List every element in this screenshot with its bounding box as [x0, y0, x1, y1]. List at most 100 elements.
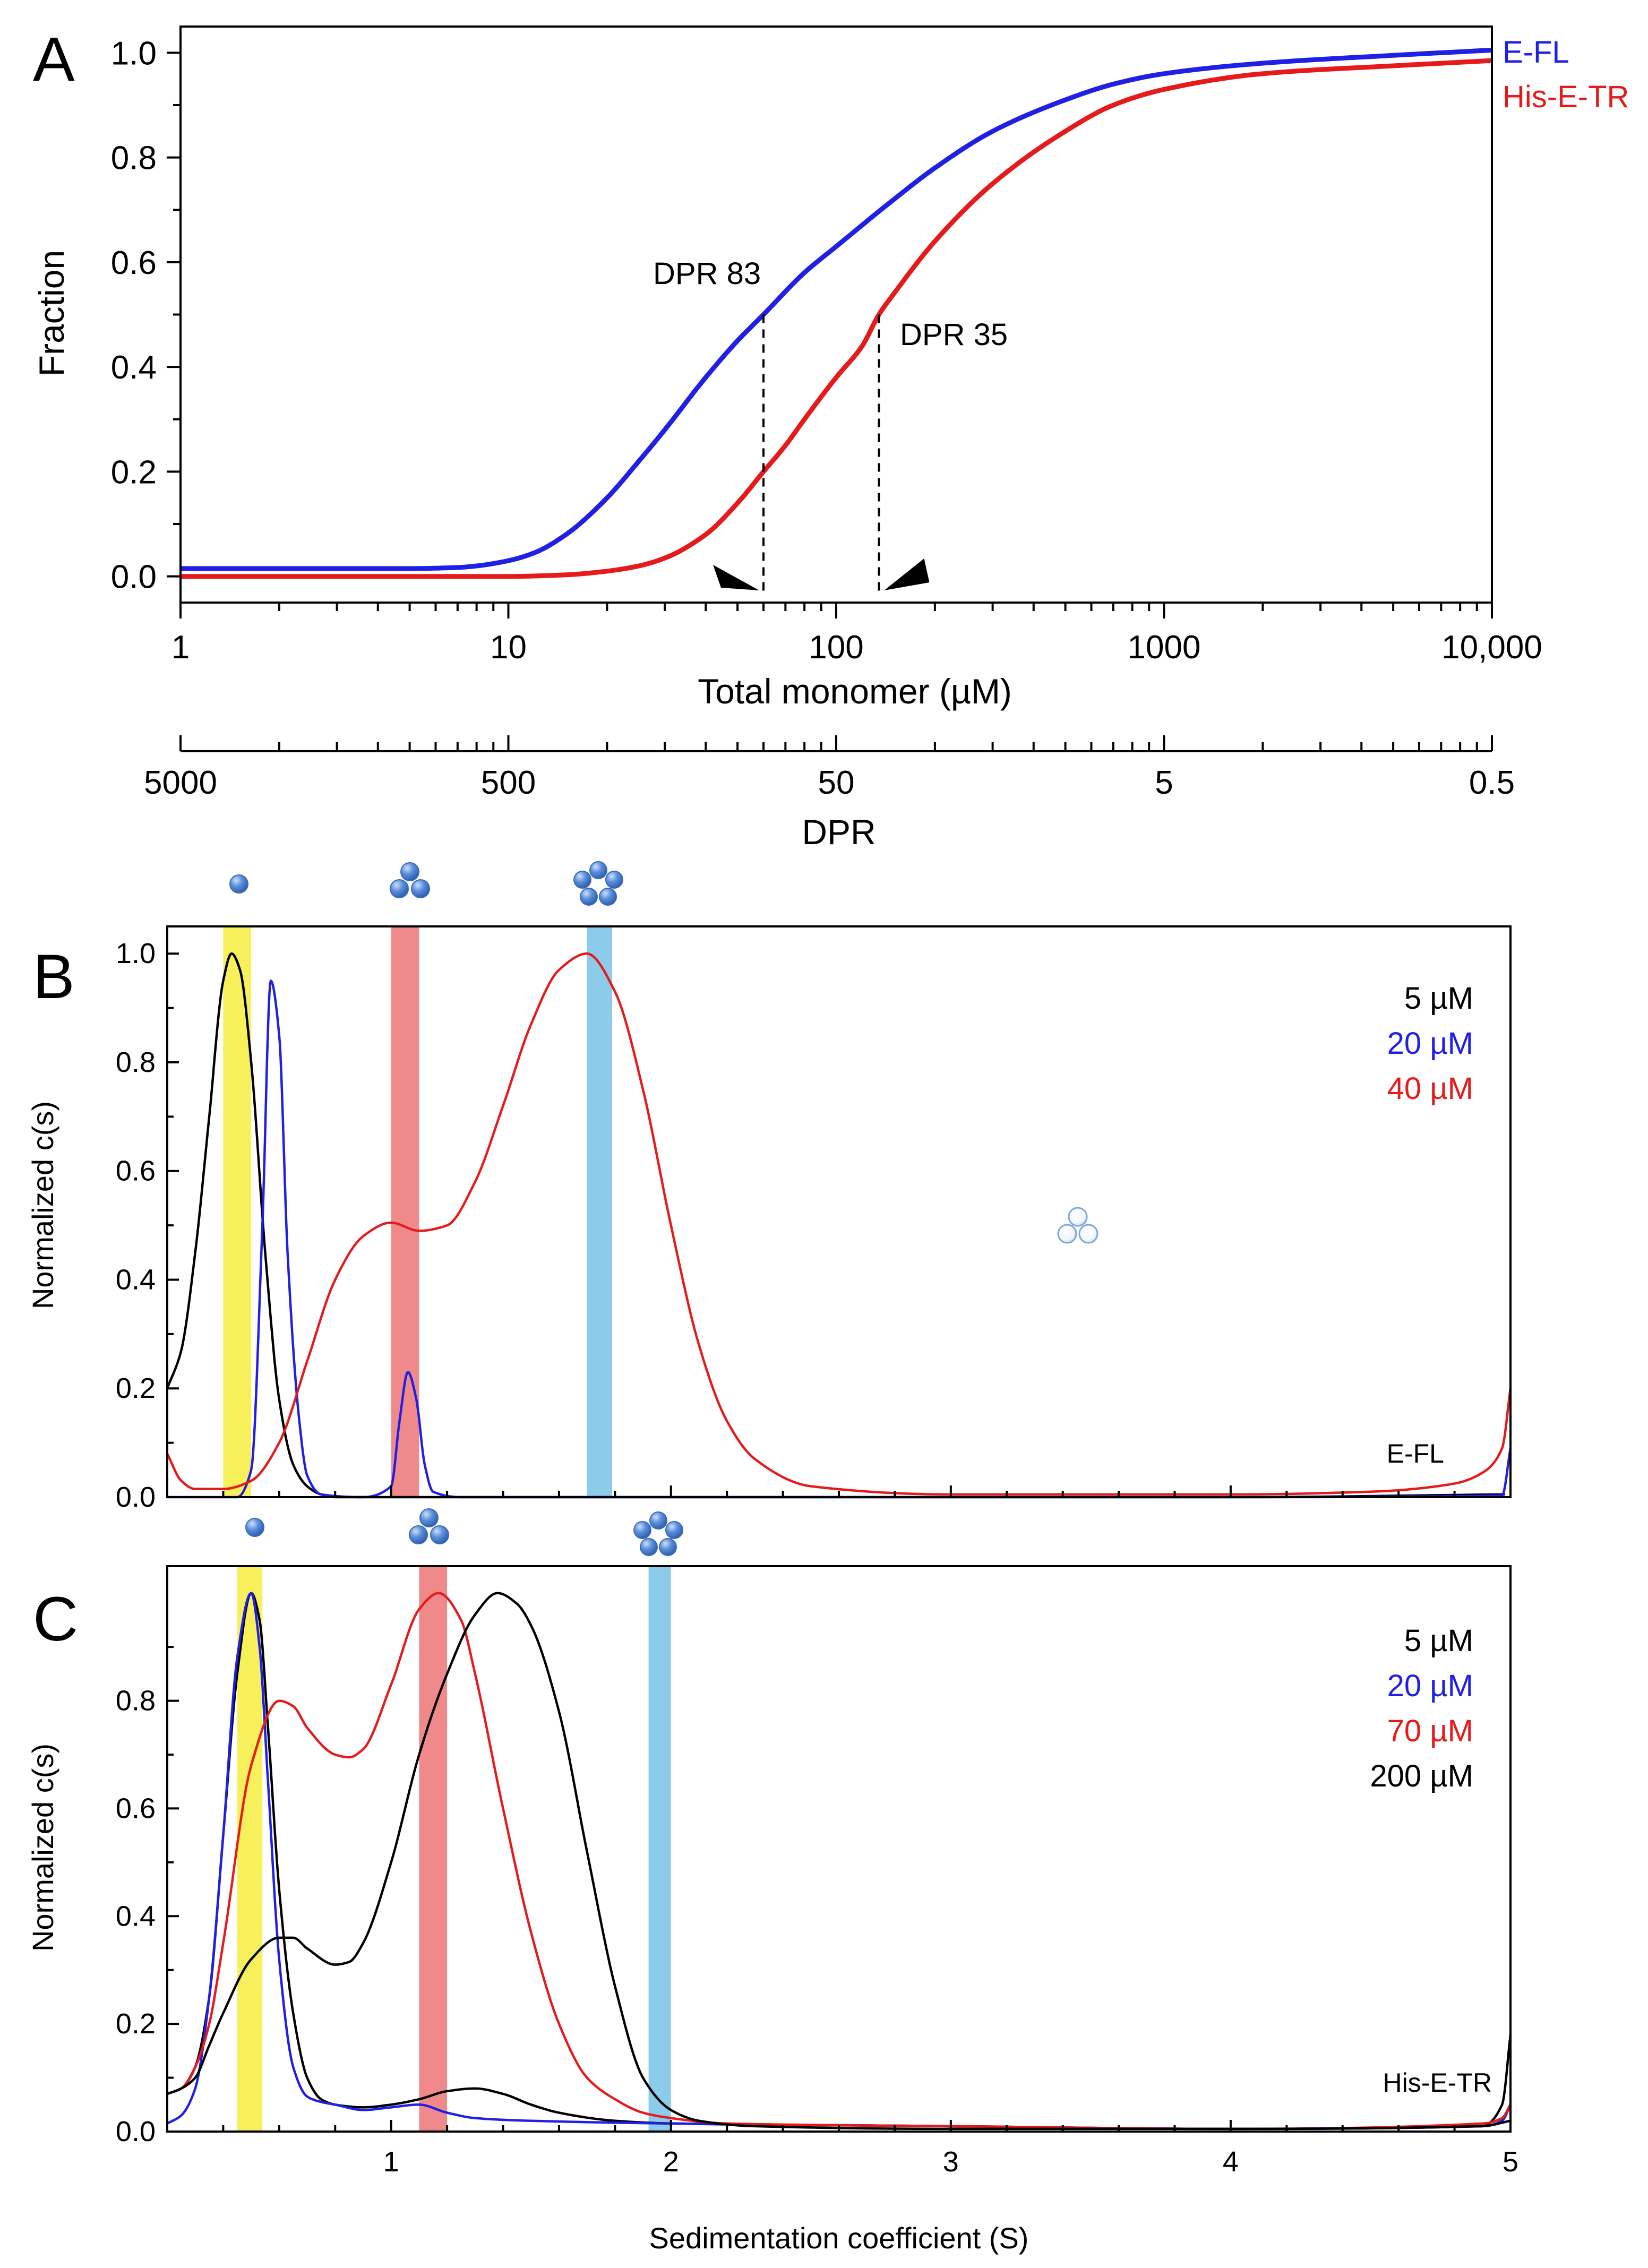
- dpr-axis: 5000 500 50 5 0.5: [144, 735, 1515, 801]
- series-line-200-m: [167, 1592, 1511, 2130]
- series-line-5-m: [167, 1592, 1512, 2130]
- sphere: [390, 879, 409, 898]
- sphere: [1078, 1224, 1098, 1244]
- series-line-20-m: [166, 1592, 1512, 2130]
- panel-b-plot-area: [166, 952, 1512, 1499]
- y-tick-label: 0.2: [116, 1372, 156, 1404]
- panel-a-y-tick-label: 0.0: [111, 559, 157, 596]
- dpr-axis-tick-label: 50: [818, 764, 855, 801]
- series-line-e-fl: [181, 47, 1492, 571]
- panel-b-x-axis: [166, 1485, 1512, 1497]
- pentamer-spheres-icon: [573, 861, 623, 906]
- panel-letter-c: C: [33, 1584, 78, 1654]
- sphere: [640, 1538, 658, 1556]
- legend-entry: 40 µM: [1387, 1071, 1473, 1106]
- oligomer-band: [648, 1566, 671, 2132]
- series-line-his-e-tr: [181, 58, 1492, 579]
- x-tick-label: 1: [383, 2146, 399, 2178]
- y-tick-label: 0.8: [116, 1046, 156, 1078]
- panel-a-y-axis-title: Fraction: [32, 250, 71, 376]
- dpr-axis-title: DPR: [802, 812, 876, 852]
- panel-a-y-axis: 0.0 0.2 0.4 0.6 0.8 1.0: [111, 35, 181, 596]
- series-line-40-m: [166, 952, 1512, 1496]
- panel-a-x-tick-label: 10,000: [1441, 629, 1542, 666]
- panel-a-plot-area: [181, 47, 1492, 579]
- sphere: [599, 888, 617, 906]
- panel-b-frame: [166, 925, 1512, 1498]
- series-line-5-m: [166, 952, 1505, 1499]
- sphere: [1068, 1207, 1088, 1227]
- panel-c-oligomer-icons: [245, 1508, 683, 1556]
- panel-c-frame: [166, 1565, 1512, 2133]
- y-tick-label: 0.6: [116, 1155, 156, 1187]
- panel-a-y-tick-label: 0.4: [111, 349, 157, 386]
- sphere: [430, 1525, 449, 1544]
- series-line-20-m: [167, 980, 1512, 1499]
- sphere: [633, 1521, 651, 1539]
- panel-a-frame: [179, 25, 1493, 604]
- legend-entry: 200 µM: [1370, 1759, 1473, 1793]
- annotation-dpr-35: DPR 35: [900, 317, 1008, 352]
- arrowhead-icon: [884, 559, 930, 590]
- sphere: [1057, 1224, 1077, 1244]
- panel-b: B 0.0 0.2 0.4 0.6 0.8 1.0 Normalized c(s) 5 µ…: [26, 861, 1512, 1513]
- panel-c-sample-label: His-E-TR: [1383, 2068, 1492, 2098]
- annotation-dpr-83: DPR 83: [653, 256, 761, 291]
- x-tick-label: 4: [1223, 2146, 1239, 2178]
- panel-a-x-tick-label: 1: [171, 629, 190, 666]
- panel-letter-a: A: [33, 24, 75, 94]
- y-tick-label: 0.8: [116, 1685, 156, 1717]
- legend-e-fl: E-FL: [1503, 35, 1569, 70]
- dpr-axis-tick-label: 0.5: [1469, 764, 1515, 801]
- panel-b-sample-label: E-FL: [1387, 1439, 1444, 1468]
- sphere: [245, 1518, 264, 1537]
- y-tick-label: 0.4: [116, 1264, 156, 1295]
- pentamer-spheres-icon: [633, 1511, 683, 1556]
- panel-b-bands: [223, 926, 613, 1497]
- y-tick-label: 0.2: [116, 2008, 156, 2040]
- series-line-70-m: [167, 1592, 1512, 2130]
- oligomer-band: [391, 926, 419, 1497]
- panel-c-x-axis: 1 2 3 4 5: [166, 2120, 1518, 2178]
- x-tick-label: 2: [663, 2146, 679, 2178]
- panel-letter-b: B: [33, 942, 75, 1012]
- panel-a-x-tick-label: 10: [490, 629, 527, 666]
- oligomer-band: [419, 1566, 448, 2132]
- x-tick-label: 5: [1503, 2146, 1518, 2178]
- oligomer-band: [237, 1566, 263, 2132]
- panel-c-y-axis-title: Normalized c(s): [26, 1743, 59, 1952]
- panel-c-plot-area: [166, 1592, 1512, 2130]
- sphere: [229, 874, 248, 894]
- panel-b-y-axis-title: Normalized c(s): [26, 1101, 59, 1309]
- dpr-axis-tick-label: 5: [1155, 764, 1173, 801]
- panel-a-y-tick-label: 0.2: [111, 454, 157, 491]
- panel-a-y-tick-label: 1.0: [111, 35, 157, 72]
- oligomer-band: [587, 926, 613, 1497]
- panel-a-y-tick-label: 0.6: [111, 245, 157, 281]
- sphere: [649, 1511, 667, 1530]
- y-tick-label: 0.6: [116, 1792, 156, 1824]
- panel-a-x-tick-label: 1000: [1128, 629, 1201, 666]
- sphere: [573, 871, 591, 889]
- x-tick-label: 3: [943, 2146, 959, 2178]
- panel-b-legend: 5 µM 20 µM 40 µM: [1387, 981, 1473, 1106]
- panel-b-oligomer-icons: [229, 861, 1098, 1244]
- y-tick-label: 0.4: [116, 1900, 156, 1932]
- panel-a-markers: [713, 314, 930, 593]
- panel-c-legend: 5 µM 20 µM 70 µM 200 µM: [1370, 1623, 1473, 1793]
- panel-b-y-axis: 0.0 0.2 0.4 0.6 0.8 1.0: [116, 938, 179, 1513]
- sphere: [409, 1525, 428, 1544]
- dpr-axis-tick-label: 5000: [144, 764, 217, 801]
- sphere: [589, 861, 607, 879]
- legend-entry: 70 µM: [1387, 1714, 1473, 1748]
- panel-c-bands: [237, 1566, 671, 2132]
- y-tick-label: 0.0: [116, 2116, 156, 2147]
- panel-c-y-axis: 0.0 0.2 0.4 0.6 0.8: [116, 1646, 179, 2147]
- sphere: [400, 862, 419, 881]
- y-tick-label: 1.0: [116, 938, 156, 969]
- panel-a-y-tick-label: 0.8: [111, 140, 157, 177]
- sphere: [605, 871, 623, 889]
- trimer-spheres-icon: [390, 862, 430, 898]
- panel-a: A 0.0 0.2 0.4 0.6 0.8 1.0 1 10 100 1000 10,000 To…: [32, 24, 1629, 852]
